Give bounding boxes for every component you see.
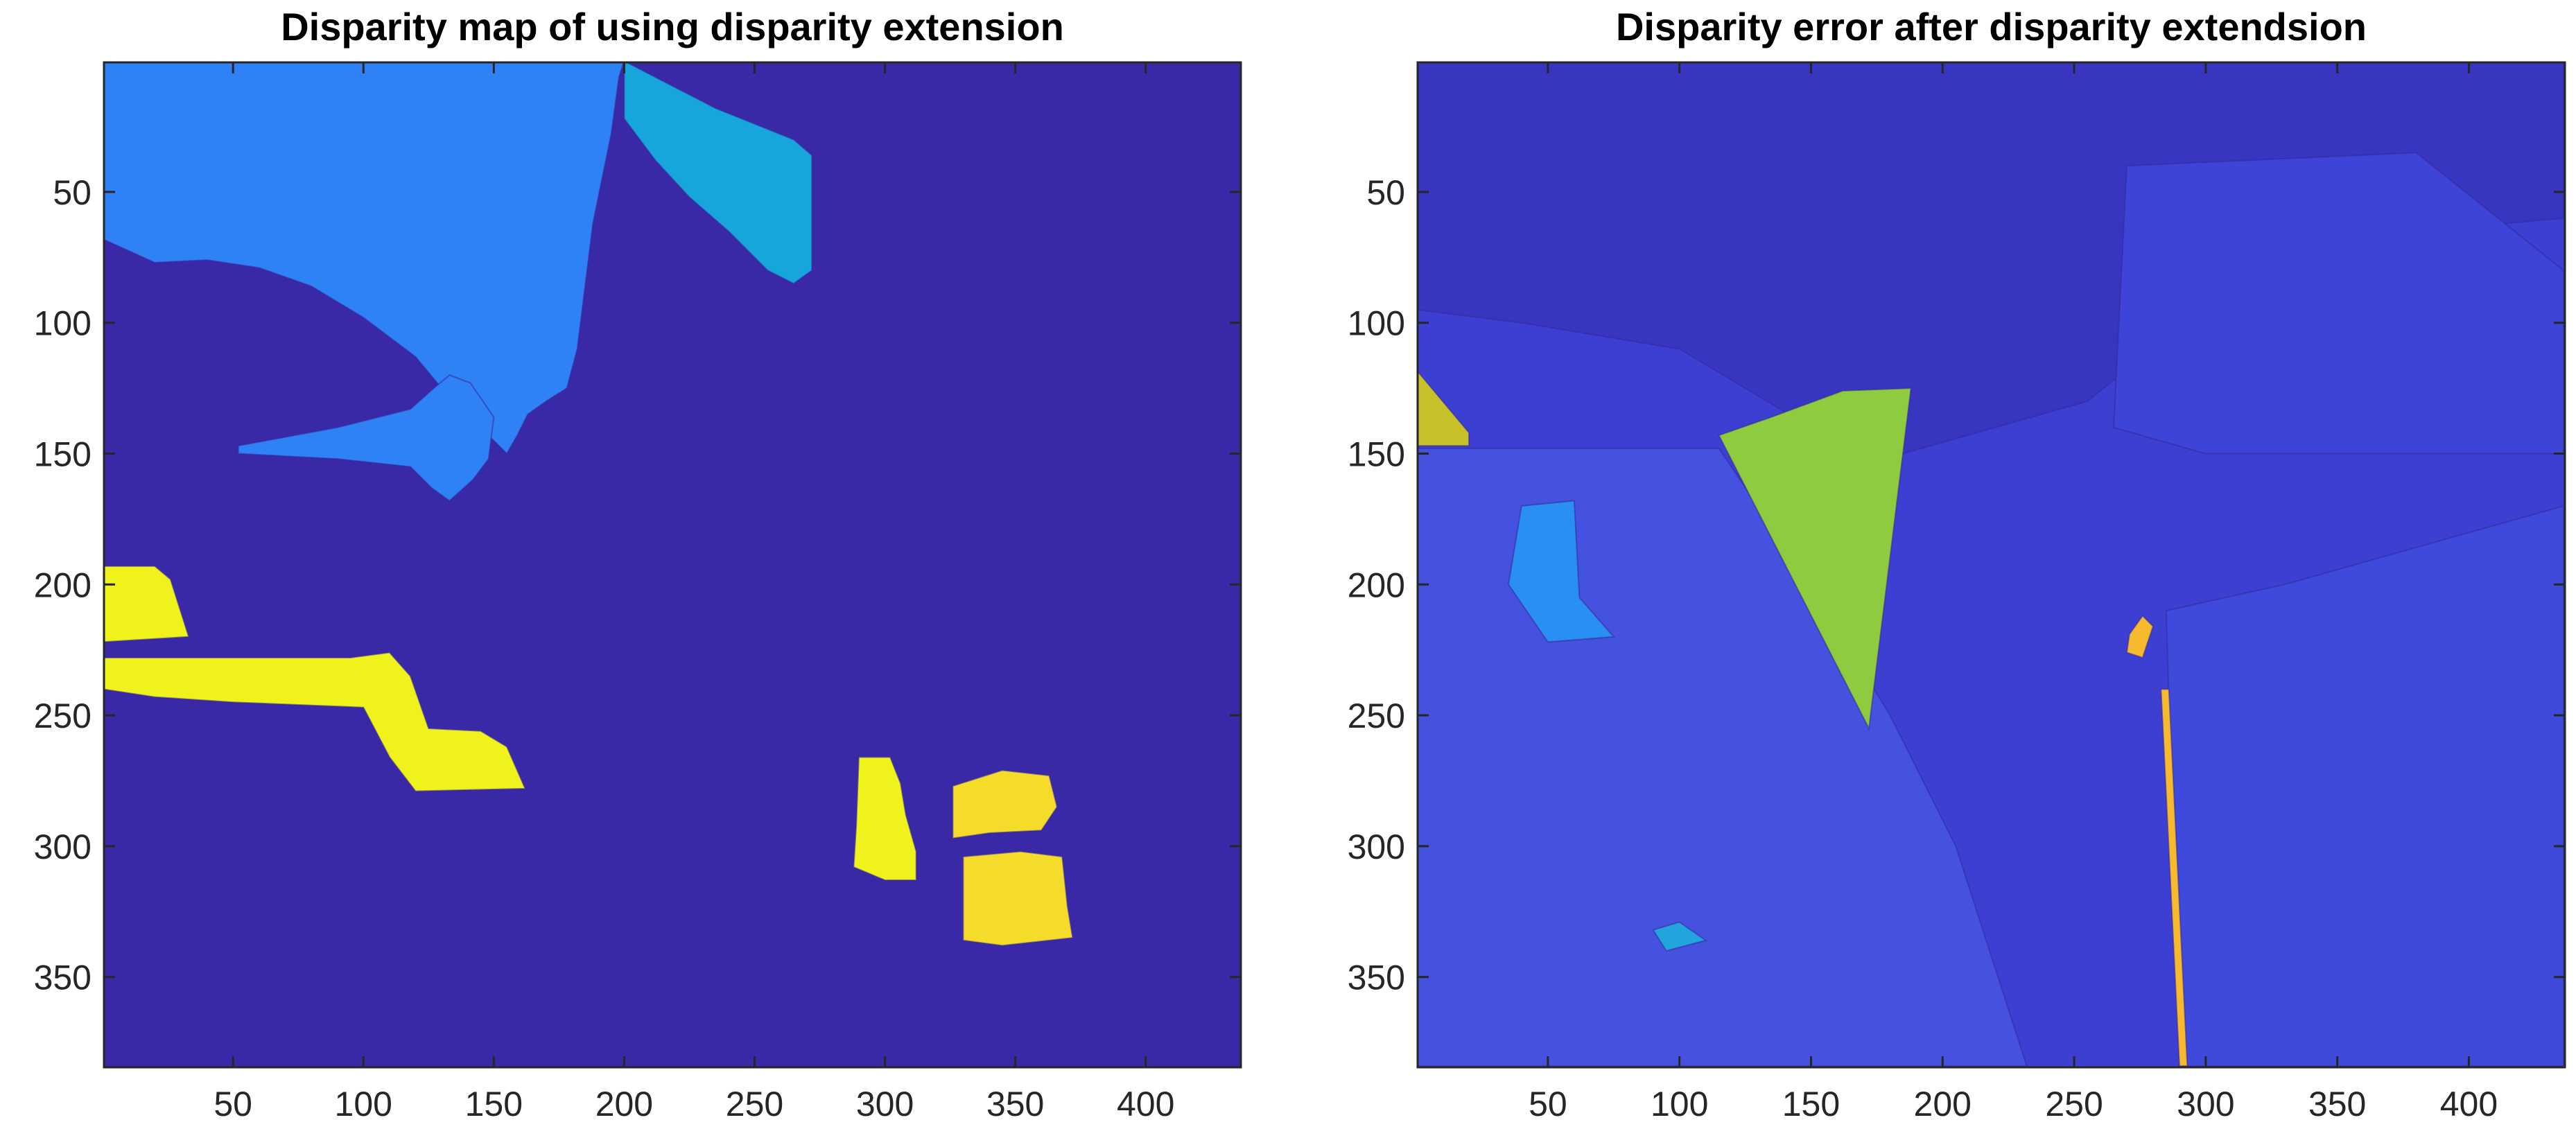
left-x-tick-label: 250 <box>726 1085 783 1123</box>
left-region-left-top-yellow <box>104 565 190 643</box>
right-y-tick-label: 100 <box>1348 304 1405 343</box>
left-y-tick-label: 50 <box>53 173 92 212</box>
left-x-axis: 50 100 150 200 250 300 350 400 <box>214 62 1174 1123</box>
right-y-tick-label: 250 <box>1348 697 1405 735</box>
right-x-axis: 50 100 150 200 250 300 350 400 <box>1529 62 2498 1123</box>
left-x-tick-label: 150 <box>465 1085 523 1123</box>
left-x-tick-label: 50 <box>214 1085 252 1123</box>
left-region-center-yellow-blob <box>853 756 917 881</box>
right-y-tick-label: 200 <box>1348 566 1405 604</box>
right-y-tick-label: 50 <box>1366 173 1405 212</box>
left-y-tick-label: 250 <box>34 697 92 735</box>
left-region-right-bottom-yellow-blob <box>962 850 1074 947</box>
left-x-tick-label: 400 <box>1117 1085 1174 1123</box>
right-panel-title: Disparity error after disparity extendsi… <box>1616 5 2367 49</box>
left-panel: Disparity map of using disparity extensi… <box>34 5 1242 1123</box>
left-y-tick-label: 200 <box>34 566 92 604</box>
left-x-tick-label: 100 <box>335 1085 392 1123</box>
left-plot-frame <box>103 61 1242 1069</box>
right-x-tick-label: 350 <box>2308 1085 2366 1123</box>
left-x-tick-label: 200 <box>595 1085 653 1123</box>
right-x-tick-label: 300 <box>2177 1085 2234 1123</box>
right-y-tick-label: 150 <box>1348 435 1405 474</box>
right-x-tick-label: 200 <box>1914 1085 1972 1123</box>
left-region-right-top-yellow-blob <box>952 769 1058 839</box>
left-y-axis: 50 100 150 200 250 300 350 <box>34 173 1241 997</box>
right-region-left-olive-wedge <box>1418 370 1470 447</box>
left-y-tick-label: 100 <box>34 304 92 343</box>
right-heatmap <box>1418 62 2565 1067</box>
right-x-tick-label: 250 <box>2045 1085 2103 1123</box>
left-x-tick-label: 300 <box>856 1085 914 1123</box>
right-y-tick-label: 350 <box>1348 958 1405 997</box>
right-x-tick-label: 400 <box>2440 1085 2498 1123</box>
left-region-mid-blue-spit <box>237 374 495 502</box>
right-region-orange-vertical-line <box>2160 688 2188 1067</box>
left-panel-title: Disparity map of using disparity extensi… <box>281 5 1064 49</box>
right-plot-frame <box>1416 61 2566 1069</box>
right-x-tick-label: 100 <box>1651 1085 1708 1123</box>
right-region-left-cyan-patch <box>1507 500 1615 643</box>
left-heatmap <box>104 62 1241 1067</box>
right-y-tick-label: 300 <box>1348 828 1405 866</box>
left-y-tick-label: 150 <box>34 435 92 474</box>
right-region-green-triangle <box>1718 387 1912 731</box>
right-x-tick-label: 50 <box>1529 1085 1567 1123</box>
left-region-upper-cyan-wedge <box>623 62 813 285</box>
left-x-tick-label: 350 <box>986 1085 1044 1123</box>
right-x-tick-label: 150 <box>1782 1085 1840 1123</box>
right-y-axis: 50 100 150 200 250 300 350 <box>1348 173 2565 997</box>
right-region-bottom-left-cyan-speck <box>1652 921 1707 952</box>
left-y-tick-label: 350 <box>34 958 92 997</box>
right-region-orange-small-speck <box>2125 615 2155 659</box>
left-y-tick-label: 300 <box>34 828 92 866</box>
left-region-left-yellow-band <box>104 651 527 792</box>
left-region-upper-left-light-blue <box>104 62 625 455</box>
right-region-upper-right-mid-zone <box>2112 152 2565 455</box>
right-panel: Disparity error after disparity extendsi… <box>1348 5 2566 1123</box>
